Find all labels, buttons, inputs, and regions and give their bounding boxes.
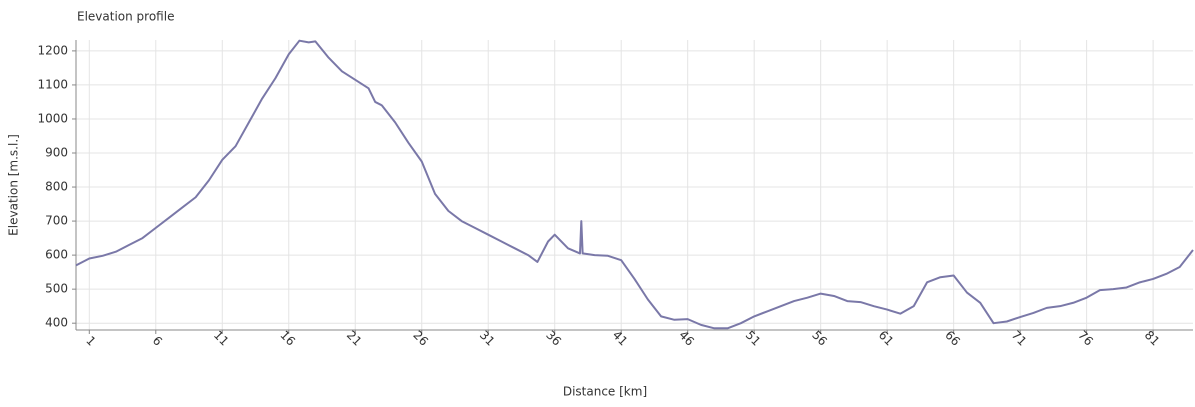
x-tick-label: 76 [1075, 328, 1096, 349]
x-tick-label: 81 [1142, 328, 1163, 349]
x-tick-label: 21 [344, 328, 365, 349]
x-tick-label: 71 [1009, 328, 1030, 349]
x-tick-label: 56 [809, 328, 830, 349]
y-tick-label: 600 [45, 248, 68, 262]
y-tick-label: 1000 [37, 111, 68, 125]
x-tick-label: 31 [477, 328, 498, 349]
y-tick-label: 400 [45, 316, 68, 330]
y-tick-label: 1200 [37, 43, 68, 57]
y-tick-label: 1100 [37, 77, 68, 91]
x-tick-label: 36 [543, 328, 564, 349]
x-tick-label: 61 [876, 328, 897, 349]
x-tick-label: 6 [150, 333, 165, 348]
x-tick-label: 41 [610, 328, 631, 349]
y-tick-label: 800 [45, 180, 68, 194]
y-tick-label: 700 [45, 214, 68, 228]
y-tick-label: 500 [45, 282, 68, 296]
x-tick-label: 51 [743, 328, 764, 349]
x-tick-label: 26 [410, 328, 431, 349]
x-tick-label: 1 [83, 333, 98, 348]
x-tick-label: 66 [942, 328, 963, 349]
x-tick-label: 11 [211, 328, 232, 349]
x-tick-label: 46 [676, 328, 697, 349]
x-axis-label: Distance [km] [563, 385, 647, 399]
y-tick-label: 900 [45, 146, 68, 160]
elevation-line [75, 39, 1194, 330]
y-axis-label: Elevation [m.s.l.] [7, 134, 21, 236]
chart-title: Elevation profile [77, 10, 174, 24]
x-tick-label: 16 [277, 328, 298, 349]
